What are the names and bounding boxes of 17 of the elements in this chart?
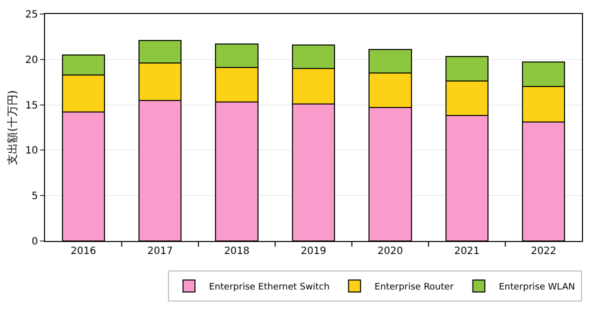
x-tick-label: 2019 [300,246,326,257]
y-tick-label: 5 [32,191,38,202]
y-axis-title: 支出額(十万円) [6,90,19,165]
y-tick-label: 0 [32,236,38,248]
x-tick-label: 2018 [224,246,250,257]
legend-label: Enterprise WLAN [498,282,575,293]
x-tick-label: 2020 [377,246,403,257]
legend-label: Enterprise Router [374,282,454,293]
y-tick-label: 25 [25,10,38,20]
y-tick-label: 20 [25,54,38,66]
x-tick-label: 2016 [70,246,96,257]
y-tick-label: 15 [25,100,38,112]
y-tick-label: 10 [25,146,38,157]
legend-label: Enterprise Ethernet Switch [209,282,330,293]
x-tick-label: 2021 [454,246,480,257]
x-tick-label: 2022 [530,246,556,257]
x-tick-label: 2017 [147,246,173,257]
